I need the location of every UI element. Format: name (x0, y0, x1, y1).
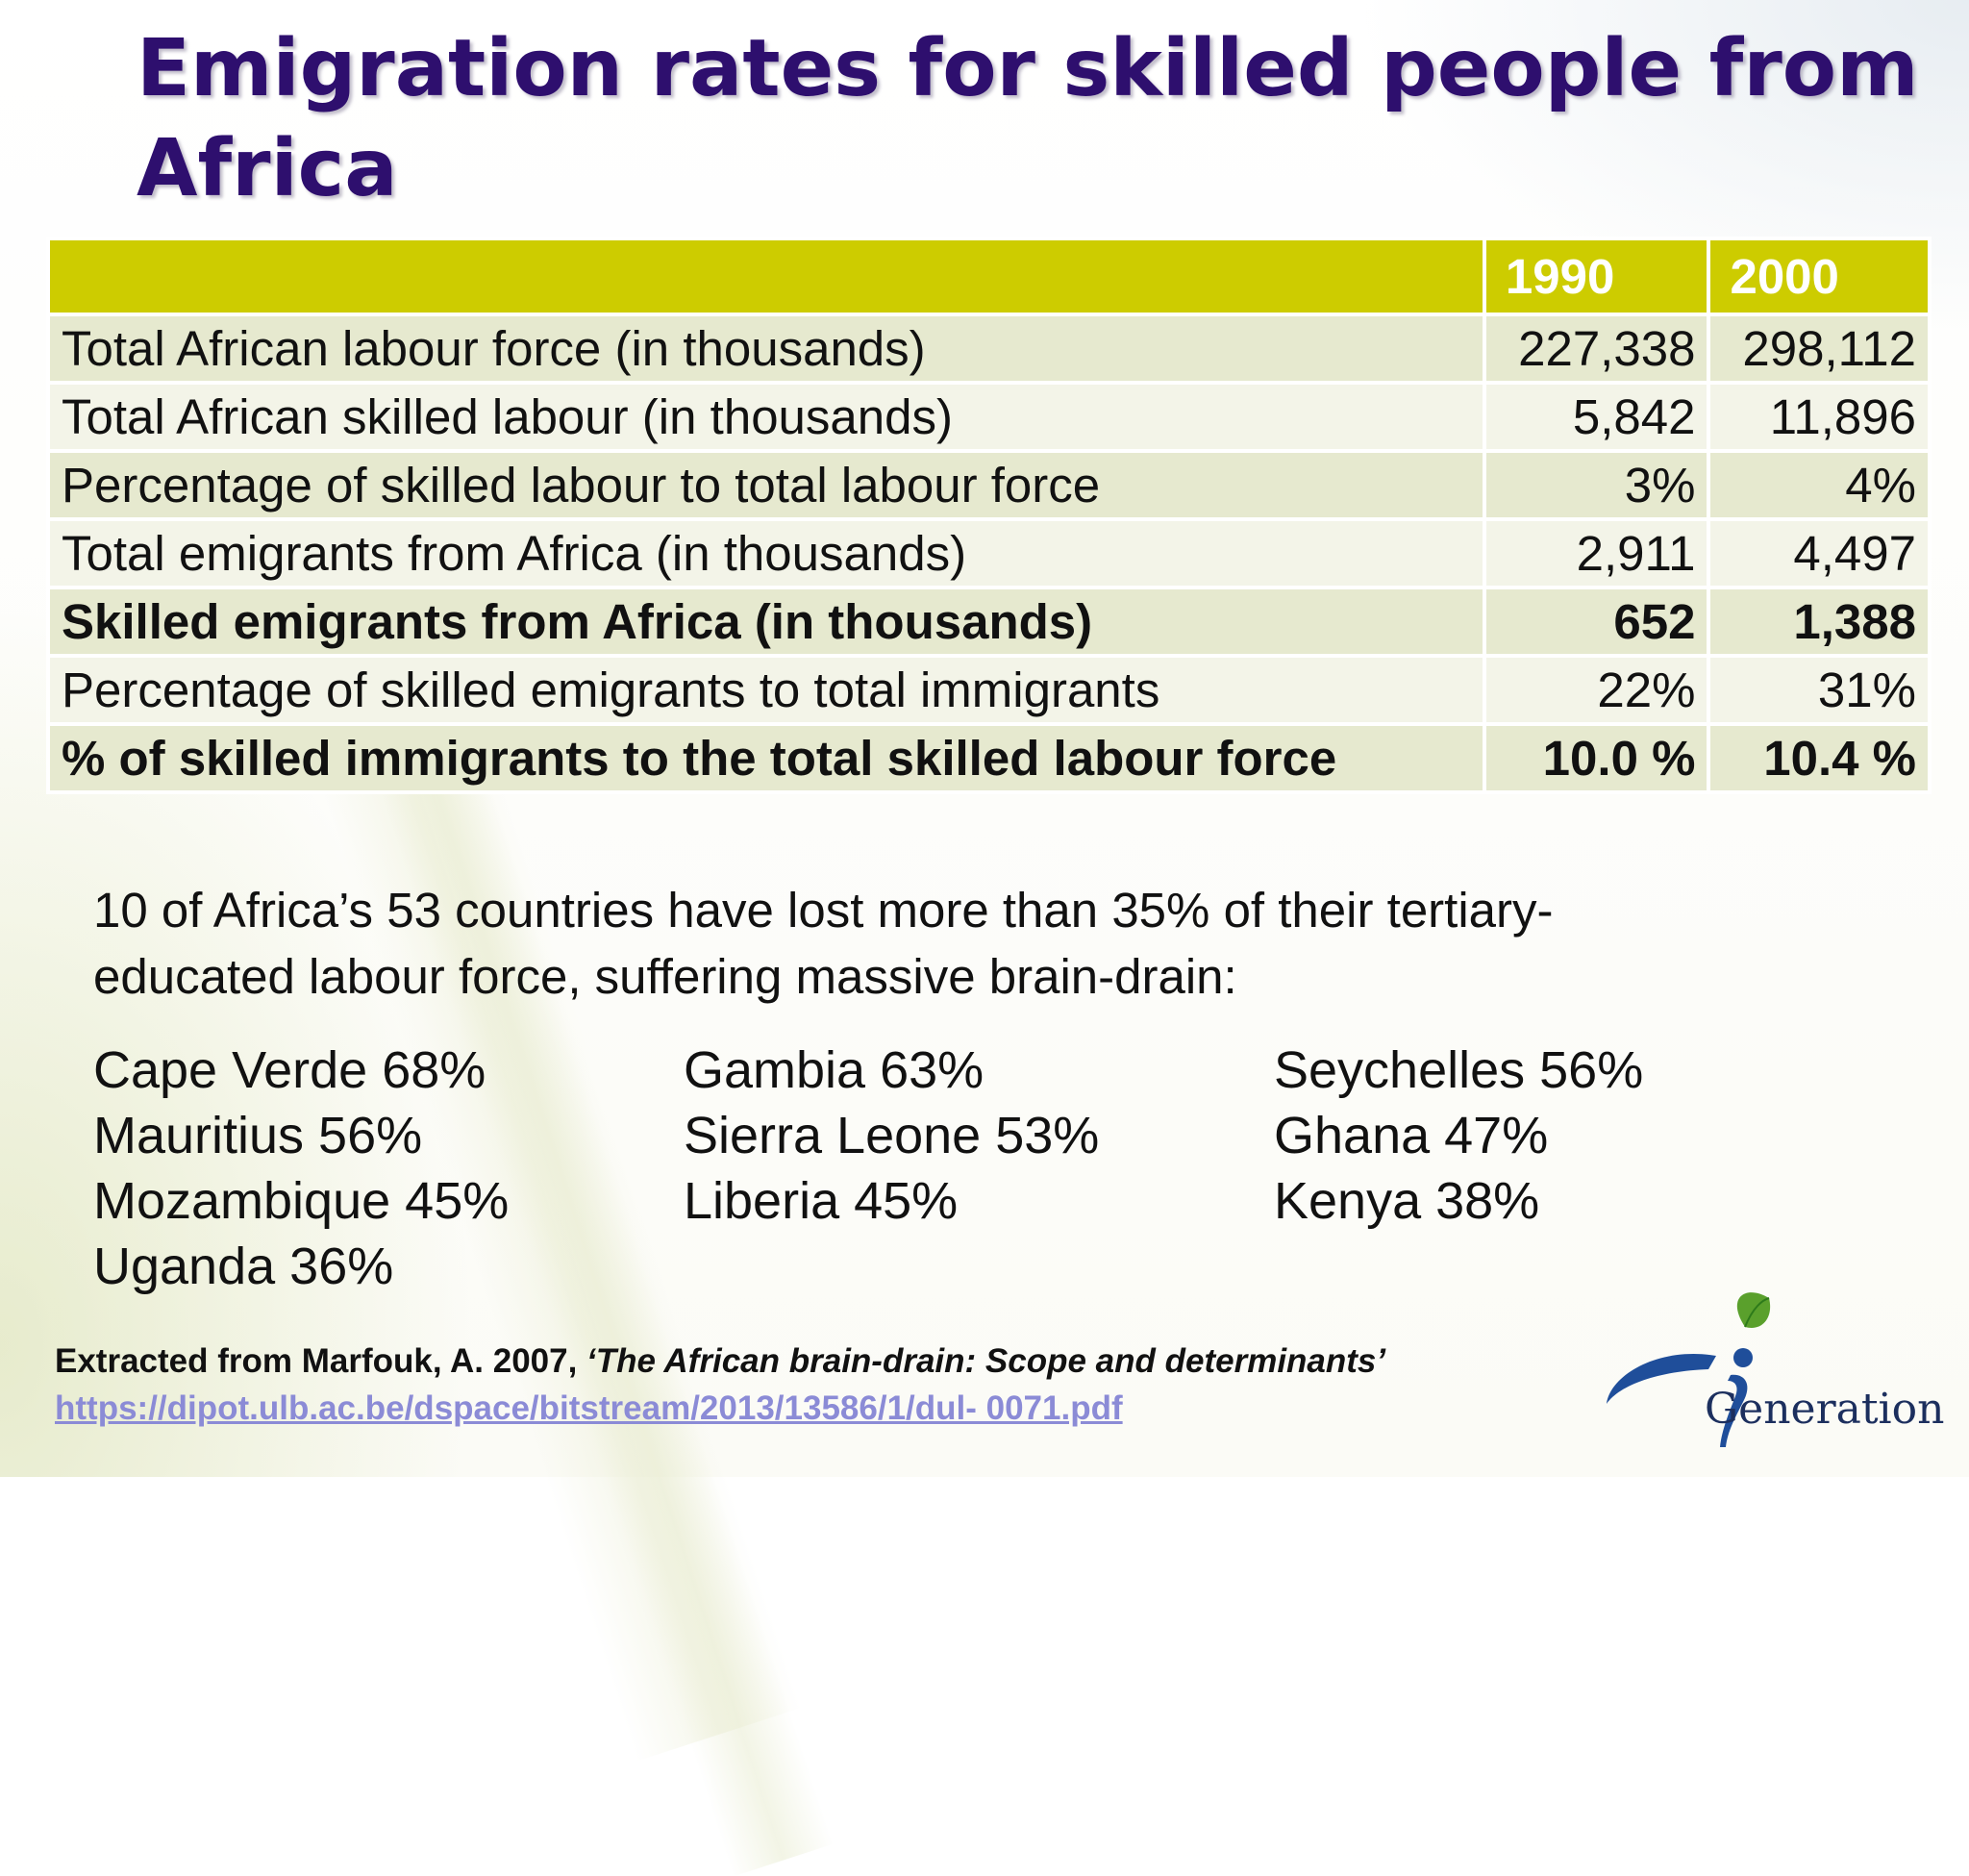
table-row: Total African skilled labour (in thousan… (46, 381, 1932, 453)
value-1990: 3% (1482, 449, 1711, 521)
header-cell-1990: 1990 (1482, 237, 1711, 316)
list-item: Gambia 63% (684, 1041, 984, 1099)
header-cell-label (46, 237, 1486, 316)
generation-logo: Generation (1601, 1288, 1944, 1452)
logo-text: Generation (1705, 1385, 1945, 1434)
value-2000: 4% (1707, 449, 1932, 521)
list-item: Cape Verde 68% (93, 1041, 486, 1099)
list-item: Uganda 36% (93, 1238, 394, 1295)
table-header-row: 1990 2000 (46, 237, 1932, 316)
value-2000: 11,896 (1707, 381, 1932, 453)
note-line-2: educated labour force, suffering massive… (93, 949, 1237, 1004)
table-row: Total African labour force (in thousands… (46, 313, 1932, 385)
row-label: Percentage of skilled labour to total la… (46, 449, 1486, 521)
value-2000: 298,112 (1707, 313, 1932, 385)
value-2000: 10.4 % (1707, 722, 1932, 794)
list-item: Sierra Leone 53% (684, 1107, 1100, 1164)
list-item: Mauritius 56% (93, 1107, 423, 1164)
row-label: % of skilled immigrants to the total ski… (46, 722, 1486, 794)
list-item: Liberia 45% (684, 1172, 959, 1230)
value-2000: 31% (1707, 654, 1932, 726)
value-1990: 227,338 (1482, 313, 1711, 385)
table-row: Total emigrants from Africa (in thousand… (46, 517, 1932, 589)
brain-drain-note: 10 of Africa’s 53 countries have lost mo… (93, 877, 1901, 1010)
leaf-figure-logo-icon (1607, 1292, 1771, 1447)
list-item: Mozambique 45% (93, 1172, 510, 1230)
header-cell-2000: 2000 (1707, 237, 1932, 316)
country-column-2: Gambia 63% Sierra Leone 53% Liberia 45% (684, 1038, 1099, 1234)
value-2000: 1,388 (1707, 586, 1932, 658)
value-1990: 22% (1482, 654, 1711, 726)
source-citation: Extracted from Marfouk, A. 2007, ‘The Af… (55, 1341, 1385, 1382)
value-1990: 5,842 (1482, 381, 1711, 453)
source-link[interactable]: https://dipot.ulb.ac.be/dspace/bitstream… (55, 1389, 1123, 1427)
row-label: Skilled emigrants from Africa (in thousa… (46, 586, 1486, 658)
value-1990: 652 (1482, 586, 1711, 658)
list-item: Seychelles 56% (1274, 1041, 1644, 1099)
table-row: % of skilled immigrants to the total ski… (46, 722, 1932, 794)
citation-title: ‘The African brain-drain: Scope and dete… (586, 1342, 1386, 1380)
list-item: Kenya 38% (1274, 1172, 1540, 1230)
note-line-1: 10 of Africa’s 53 countries have lost mo… (93, 883, 1554, 938)
slide-title: Emigration rates for skilled people from… (137, 23, 1919, 214)
table-row: Percentage of skilled emigrants to total… (46, 654, 1932, 726)
table-row: Skilled emigrants from Africa (in thousa… (46, 586, 1932, 658)
value-1990: 10.0 % (1482, 722, 1711, 794)
value-1990: 2,911 (1482, 517, 1711, 589)
citation-prefix: Extracted from Marfouk, A. 2007, (55, 1342, 587, 1380)
list-item: Ghana 47% (1274, 1107, 1549, 1164)
country-column-3: Seychelles 56% Ghana 47% Kenya 38% (1274, 1038, 1643, 1234)
row-label: Total emigrants from Africa (in thousand… (46, 517, 1486, 589)
row-label: Total African skilled labour (in thousan… (46, 381, 1486, 453)
row-label: Total African labour force (in thousands… (46, 313, 1486, 385)
emigration-table: 1990 2000 Total African labour force (in… (46, 237, 1932, 794)
table-row: Percentage of skilled labour to total la… (46, 449, 1932, 521)
value-2000: 4,497 (1707, 517, 1932, 589)
row-label: Percentage of skilled emigrants to total… (46, 654, 1486, 726)
country-column-1: Cape Verde 68% Mauritius 56% Mozambique … (93, 1038, 509, 1299)
